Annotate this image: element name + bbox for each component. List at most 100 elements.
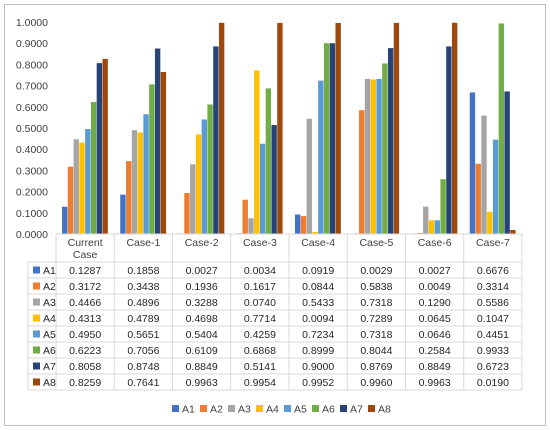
y-tick-label: 0.5000 — [16, 123, 48, 135]
row-series-name: A4 — [43, 313, 56, 325]
bar-a2 — [126, 161, 132, 234]
bar-a8 — [510, 229, 516, 234]
bar-a7 — [446, 46, 452, 235]
table-value-cell: 0.0029 — [360, 265, 392, 277]
bar-a2 — [475, 163, 481, 234]
y-tick-label: 0.6000 — [16, 102, 48, 114]
table-value-cell: 0.0844 — [302, 281, 334, 293]
legend-label: A1 — [182, 404, 195, 416]
bar-a5 — [201, 119, 208, 234]
table-value-cell: 0.6676 — [477, 265, 509, 277]
row-series-name: A7 — [43, 361, 56, 373]
table-value-cell: 0.5586 — [477, 297, 509, 309]
table-value-cell: 0.4698 — [186, 313, 218, 325]
table-value-cell: 0.6868 — [244, 345, 276, 357]
table-value-cell: 0.0049 — [419, 281, 451, 293]
table-value-cell: 0.8259 — [69, 377, 101, 389]
bar-a7 — [271, 125, 277, 234]
table-value-cell: 0.0034 — [244, 265, 276, 277]
bar-a3 — [73, 139, 79, 234]
bar-a1 — [469, 92, 476, 234]
table-value-cell: 0.5404 — [186, 329, 218, 341]
table-value-cell: 0.7289 — [360, 313, 392, 325]
table-value-cell: 0.7318 — [360, 297, 392, 309]
legend-key — [368, 405, 375, 412]
bar-a8 — [393, 22, 400, 234]
table-value-cell: 0.8769 — [360, 361, 392, 373]
y-tick-label: 0.2000 — [16, 187, 48, 199]
bar-a4 — [79, 142, 85, 234]
bar-a5 — [492, 139, 499, 234]
table-value-cell: 0.4896 — [127, 297, 159, 309]
legend-key — [200, 405, 207, 412]
bar-a1 — [120, 194, 126, 234]
category-label: Case-2 — [185, 237, 219, 249]
table-value-cell: 0.7234 — [302, 329, 334, 341]
table-value-cell: 0.8999 — [302, 345, 334, 357]
legend-label: A6 — [322, 404, 335, 416]
row-legend-key — [33, 378, 40, 386]
bar-a7 — [96, 63, 103, 234]
bar-a6 — [149, 84, 155, 234]
row-legend-key — [33, 282, 40, 290]
bar-a7 — [154, 48, 161, 234]
legend-key — [312, 405, 319, 412]
bar-a4 — [370, 79, 376, 234]
category-label: Case-5 — [359, 237, 393, 249]
category-label: Case — [73, 249, 98, 261]
bar-a6 — [90, 102, 97, 234]
y-tick-label: 0.7000 — [16, 81, 48, 93]
bar-a4 — [312, 232, 318, 234]
row-series-name: A1 — [43, 265, 56, 277]
table-value-cell: 0.7056 — [127, 345, 159, 357]
legend-label: A4 — [266, 404, 279, 416]
bar-a6 — [498, 23, 505, 235]
table-value-cell: 0.0645 — [419, 313, 451, 325]
bar-a6 — [207, 104, 213, 235]
table-value-cell: 0.1617 — [244, 281, 276, 293]
bar-a8 — [451, 22, 458, 235]
table-value-cell: 0.2584 — [419, 345, 451, 357]
y-tick-label: 0.4000 — [16, 144, 48, 156]
table-value-cell: 0.5433 — [302, 297, 334, 309]
bar-a7 — [213, 46, 219, 235]
table-value-cell: 0.9954 — [244, 377, 276, 389]
table-value-cell: 0.3438 — [127, 281, 159, 293]
table-value-cell: 0.1287 — [69, 265, 101, 277]
table-value-cell: 0.0740 — [244, 297, 276, 309]
table-value-cell: 0.8058 — [69, 361, 101, 373]
table-value-cell: 0.9952 — [302, 377, 334, 389]
bar-a5 — [85, 129, 91, 234]
row-legend-key — [33, 346, 40, 354]
bar-a5 — [434, 220, 441, 234]
bar-a3 — [190, 164, 196, 234]
bar-a2 — [184, 192, 190, 234]
bar-a3 — [423, 206, 429, 234]
bar-a5 — [318, 80, 324, 234]
bar-a8 — [102, 58, 108, 234]
table-value-cell: 0.6109 — [186, 345, 218, 357]
bar-a2 — [67, 166, 74, 234]
table-value-cell: 0.4451 — [477, 329, 509, 341]
table-value-cell: 0.0646 — [419, 329, 451, 341]
bar-a6 — [382, 63, 388, 234]
bar-a5 — [259, 143, 266, 234]
table-value-cell: 0.4789 — [127, 313, 159, 325]
table-value-cell: 0.6223 — [69, 345, 101, 357]
row-series-name: A2 — [43, 281, 56, 293]
table-value-cell: 0.4259 — [244, 329, 276, 341]
row-series-name: A3 — [43, 297, 56, 309]
row-series-name: A6 — [43, 345, 56, 357]
table-value-cell: 0.8849 — [419, 361, 451, 373]
legend-key — [228, 405, 235, 412]
row-legend-key — [33, 330, 40, 338]
legend-key — [284, 405, 291, 412]
bar-a7 — [387, 48, 394, 234]
bar-a7 — [504, 91, 510, 234]
bar-a7 — [329, 43, 336, 235]
bar-a8 — [160, 72, 167, 234]
y-tick-label: 0.9000 — [16, 38, 48, 50]
table-value-cell: 0.1936 — [186, 281, 218, 293]
bar-a8 — [335, 23, 341, 234]
